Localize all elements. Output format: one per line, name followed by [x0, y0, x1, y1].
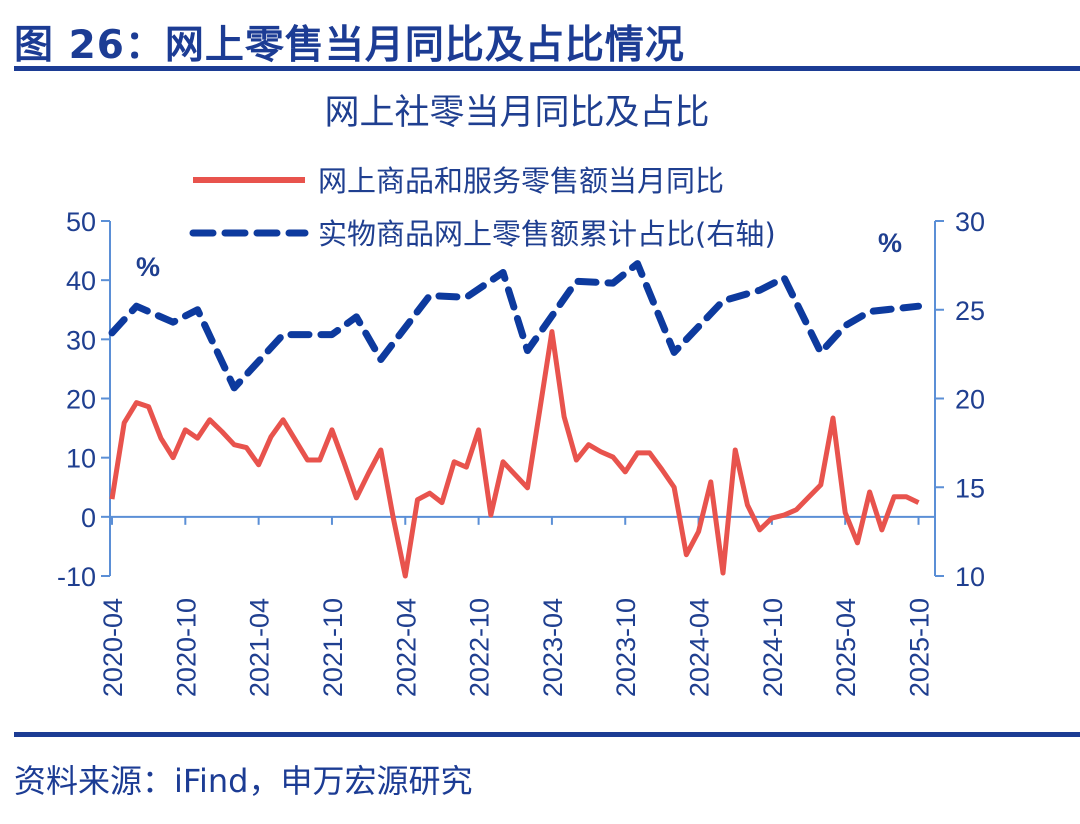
x-tick-label: 2020-04: [98, 598, 128, 697]
right-unit-label: %: [878, 228, 902, 258]
left-tick-label: 40: [66, 266, 96, 296]
left-tick-label: 0: [81, 503, 96, 533]
x-tick-label: 2024-10: [758, 598, 788, 697]
series-line-yoy: [109, 329, 920, 579]
x-tick-label: 2023-10: [611, 598, 641, 697]
x-tick-label: 2020-10: [171, 598, 201, 697]
right-tick-label: 10: [955, 562, 985, 592]
legend-label-yoy: 网上商品和服务零售额当月同比: [318, 164, 724, 198]
left-tick-label: -10: [57, 562, 96, 592]
right-tick-label: 15: [955, 473, 985, 503]
x-tick-label: 2023-04: [538, 598, 568, 697]
x-tick-label: 2021-04: [245, 598, 275, 697]
series-line-share: [108, 260, 923, 392]
x-tick-label: 2022-10: [465, 598, 495, 697]
x-tick-label: 2022-04: [391, 598, 421, 697]
source-note: 资料来源：iFind，申万宏源研究: [14, 762, 473, 800]
left-tick-label: 10: [66, 444, 96, 474]
chart-title: 网上社零当月同比及占比: [324, 93, 709, 133]
legend-label-share: 实物商品网上零售额累计占比(右轴): [318, 217, 776, 251]
left-tick-label: 20: [66, 385, 96, 415]
left-tick-label: 50: [66, 207, 96, 237]
x-tick-label: 2024-04: [685, 598, 715, 697]
x-tick-label: 2021-10: [318, 598, 348, 697]
right-tick-label: 30: [955, 207, 985, 237]
legend: 网上商品和服务零售额当月同比 实物商品网上零售额累计占比(右轴): [189, 164, 776, 251]
footer-divider: [14, 732, 1080, 737]
x-tick-label: 2025-04: [831, 598, 861, 697]
right-tick-label: 20: [955, 385, 985, 415]
title-divider: [14, 66, 1080, 71]
left-unit-label: %: [136, 252, 160, 282]
left-tick-label: 30: [66, 325, 96, 355]
x-tick-label: 2025-10: [905, 598, 935, 697]
figure-title: 图 26：网上零售当月同比及占比情况: [14, 23, 685, 68]
right-tick-label: 25: [955, 296, 985, 326]
